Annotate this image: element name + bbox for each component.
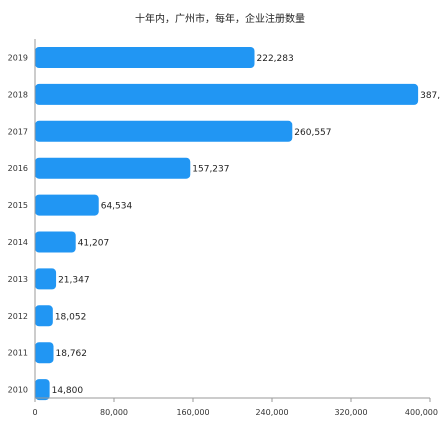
y-tick-label: 2011	[8, 349, 28, 358]
data-label: 14,800	[52, 386, 84, 396]
bar	[35, 83, 419, 105]
bar	[35, 379, 50, 401]
bar	[35, 157, 191, 179]
y-tick-label: 2019	[8, 54, 28, 63]
x-tick-label: 0	[32, 408, 37, 417]
axis-layer: 0 80,000 160,000 240,000 320,000 400,000	[32, 39, 438, 417]
bar	[35, 120, 293, 142]
bar	[35, 194, 99, 216]
x-tick-label: 160,000	[176, 408, 209, 417]
y-tick-label: 2010	[8, 386, 28, 395]
y-tick-label: 2012	[8, 312, 28, 321]
data-label: 157,237	[192, 165, 229, 175]
data-label: 260,557	[294, 128, 331, 138]
chart-title: 十年内，广州市，每年，企业注册数量	[135, 12, 305, 25]
bar	[35, 305, 53, 327]
x-tick-label: 80,000	[100, 408, 128, 417]
y-tick-label: 2015	[8, 201, 28, 210]
bars-layer: 2019 222,283 2018 387,973 2017 260,557 2016 157…	[8, 47, 440, 401]
y-tick-label: 2013	[8, 275, 28, 284]
bar	[35, 268, 57, 290]
data-label: 18,052	[55, 312, 87, 322]
bar	[35, 342, 54, 364]
data-label: 64,534	[101, 202, 133, 212]
data-label: 387,973	[420, 91, 440, 101]
y-tick-label: 2014	[8, 238, 28, 247]
y-tick-label: 2018	[8, 90, 28, 99]
y-tick-label: 2017	[8, 127, 28, 136]
x-tick-label: 240,000	[255, 408, 288, 417]
y-tick-label: 2016	[8, 164, 28, 173]
bar	[35, 231, 76, 253]
x-tick-label: 400,000	[405, 408, 438, 417]
data-label: 41,207	[78, 239, 110, 249]
x-tick-label: 320,000	[334, 408, 367, 417]
data-label: 222,283	[257, 54, 294, 64]
bar	[35, 47, 255, 68]
data-label: 18,762	[56, 349, 88, 359]
data-label: 21,347	[58, 275, 90, 285]
